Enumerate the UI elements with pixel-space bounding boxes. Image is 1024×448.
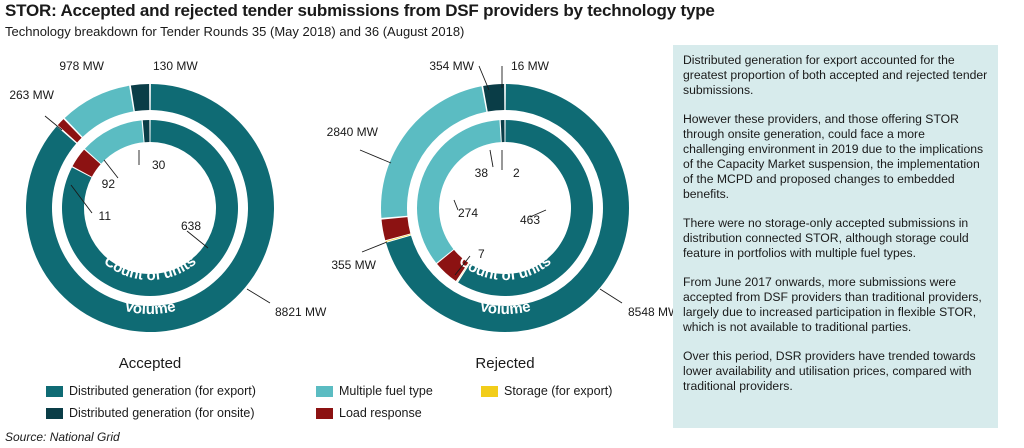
volume-data-label: 263 MW [9, 88, 54, 102]
legend-label: Multiple fuel type [339, 384, 433, 398]
count-slice [437, 249, 469, 282]
legend-item-dg-onsite: Distributed generation (for onsite) [46, 406, 255, 420]
count-slice [417, 120, 501, 263]
legend-item-storage: Storage (for export) [481, 384, 612, 398]
legend-swatch [316, 385, 333, 397]
volume-leader [359, 149, 392, 164]
volume-slice [130, 84, 150, 112]
count-slice [500, 120, 505, 143]
legend-label: Storage (for export) [504, 384, 613, 398]
volume-leader [361, 241, 388, 253]
volume-ring-label-text: Volume [123, 298, 177, 318]
count-slice [142, 120, 150, 143]
volume-data-label: 130 MW [153, 59, 198, 73]
volume-leader [599, 288, 623, 304]
legend-label: Distributed generation (for onsite) [69, 406, 255, 420]
legend-label: Load response [339, 406, 422, 420]
commentary-paragraph: There were no storage-only accepted subm… [683, 216, 969, 260]
donut-title: Rejected [475, 355, 534, 372]
count-data-label: 274 [458, 206, 478, 220]
count-leader [489, 149, 494, 168]
count-data-label: 7 [478, 247, 485, 261]
volume-slice [57, 119, 82, 143]
count-data-label: 92 [102, 177, 116, 191]
volume-data-label: 8548 MW [628, 305, 680, 319]
legend-swatch [46, 407, 63, 419]
commentary-panel: Distributed generation for export accoun… [673, 45, 998, 428]
volume-data-label: 8821 MW [275, 305, 327, 319]
count-slice [456, 263, 470, 282]
count-data-label: 463 [520, 213, 540, 227]
count-leader [529, 209, 547, 218]
legend-swatch [481, 385, 498, 397]
volume-ring-label: Volume [478, 298, 532, 318]
count-leader [186, 230, 209, 249]
volume-ring-label-text: Volume [478, 298, 532, 318]
volume-slice [483, 84, 505, 112]
count-data-label: 638 [181, 219, 201, 233]
volume-slice [380, 86, 487, 218]
volume-data-label: 354 MW [429, 59, 474, 73]
legend-item-multiple-fuel: Multiple fuel type [316, 384, 433, 398]
count-data-label: 30 [152, 158, 166, 172]
commentary-paragraph: From June 2017 onwards, more submissions… [683, 275, 982, 334]
volume-slice [381, 217, 411, 241]
count-slice [458, 120, 593, 297]
volume-slice [64, 85, 134, 137]
legend-swatch [46, 385, 63, 397]
commentary-paragraph: Distributed generation for export accoun… [683, 53, 988, 97]
count-leader [454, 255, 471, 276]
count-data-label: 2 [513, 166, 520, 180]
volume-slice [385, 234, 411, 242]
volume-ring-label: Volume [123, 298, 177, 318]
count-leader [70, 184, 93, 214]
volume-data-label: 2840 MW [327, 125, 379, 139]
volume-leader [44, 115, 63, 131]
legend-label: Distributed generation (for export) [69, 384, 256, 398]
count-leader [103, 159, 119, 179]
volume-data-label: 16 MW [511, 59, 550, 73]
count-data-label: 38 [475, 166, 489, 180]
volume-data-label: 355 MW [331, 258, 376, 272]
legend-item-dg-export: Distributed generation (for export) [46, 384, 256, 398]
count-slice [84, 120, 144, 164]
volume-leader [478, 65, 490, 91]
count-data-label: 11 [99, 209, 112, 223]
count-slice [72, 149, 101, 177]
chart-subtitle: Technology breakdown for Tender Rounds 3… [5, 24, 465, 39]
commentary-paragraph: However these providers, and those offer… [683, 112, 984, 201]
count-leader [453, 199, 459, 211]
volume-data-label: 978 MW [59, 59, 104, 73]
legend-swatch [316, 407, 333, 419]
legend-item-load-response: Load response [316, 406, 422, 420]
donut-title: Accepted [119, 355, 182, 372]
chart-title: STOR: Accepted and rejected tender submi… [5, 1, 715, 20]
source-note: Source: National Grid [5, 430, 120, 444]
volume-leader [246, 288, 271, 304]
commentary-paragraph: Over this period, DSR providers have tre… [683, 349, 976, 393]
